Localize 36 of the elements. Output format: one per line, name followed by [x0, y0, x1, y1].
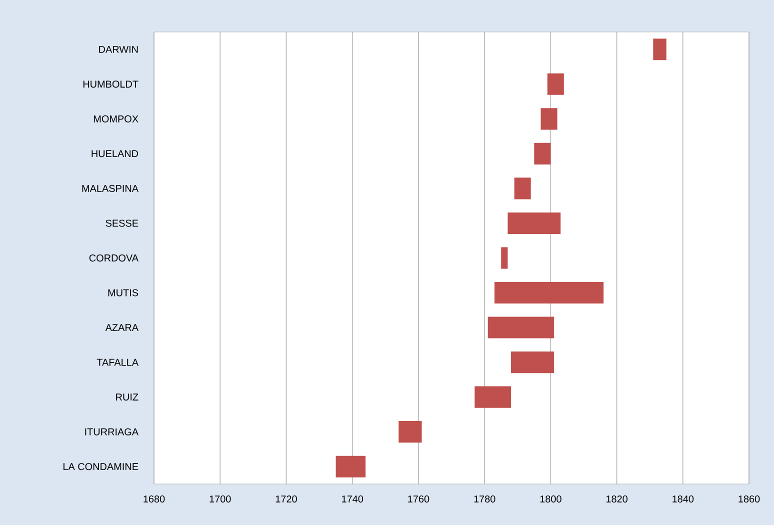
y-tick-label: SESSE [106, 220, 138, 227]
x-tick-label: 1740 [342, 495, 364, 503]
y-tick-label: MOMPOX [94, 115, 138, 122]
y-tick-label: HUELAND [92, 150, 138, 158]
x-tick-label: 1840 [672, 495, 694, 503]
y-tick-label: MALASPINA [82, 184, 139, 192]
bar [508, 212, 561, 234]
bar [653, 38, 666, 60]
bar [514, 178, 531, 200]
x-tick-label: 1700 [210, 495, 231, 503]
x-tick-label: 1720 [276, 495, 297, 503]
y-tick-label: AZARA [105, 324, 139, 331]
bar [540, 108, 558, 130]
y-tick-label: CORDOVA [89, 254, 139, 262]
x-tick-label: 1800 [540, 495, 562, 503]
y-tick-label: LA CONDAMINE [64, 463, 138, 470]
bar [336, 456, 366, 478]
x-tick-label: 1760 [408, 495, 430, 503]
bar [501, 247, 508, 269]
bar [474, 386, 512, 408]
y-tick-label: MUTIS [108, 289, 138, 296]
bar [494, 282, 604, 304]
y-tick-label: HUMBOLDT [83, 80, 138, 88]
x-tick-label: 1680 [144, 495, 165, 503]
y-tick-label: ITURRIAGA [85, 428, 139, 436]
y-tick-label: RUIZ [116, 394, 138, 401]
bar [398, 421, 422, 443]
bar [488, 316, 554, 338]
bar [511, 352, 554, 374]
bar [534, 142, 551, 164]
x-tick-label: 1780 [474, 495, 496, 503]
y-tick-label: TAFALLA [96, 358, 139, 366]
y-tick-label: DARWIN [99, 46, 138, 53]
x-tick-label: 1860 [738, 495, 760, 503]
bar [547, 73, 564, 95]
x-tick-label: 1820 [606, 495, 628, 503]
